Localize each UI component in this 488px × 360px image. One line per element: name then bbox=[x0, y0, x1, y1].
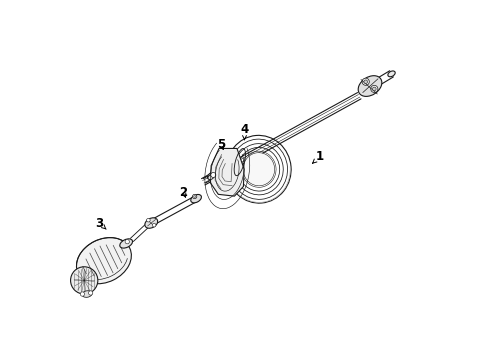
Circle shape bbox=[370, 85, 377, 93]
Circle shape bbox=[372, 87, 375, 91]
Ellipse shape bbox=[357, 76, 381, 96]
Ellipse shape bbox=[76, 238, 131, 284]
Ellipse shape bbox=[207, 175, 214, 180]
Ellipse shape bbox=[120, 239, 132, 248]
Text: 4: 4 bbox=[240, 123, 248, 140]
Circle shape bbox=[362, 78, 368, 85]
Circle shape bbox=[152, 224, 156, 227]
Ellipse shape bbox=[243, 153, 274, 186]
Polygon shape bbox=[210, 148, 244, 196]
Text: 5: 5 bbox=[217, 138, 225, 150]
Ellipse shape bbox=[387, 71, 394, 77]
Circle shape bbox=[125, 239, 129, 244]
Text: 3: 3 bbox=[95, 216, 106, 230]
Circle shape bbox=[80, 292, 84, 296]
Circle shape bbox=[146, 219, 150, 222]
Ellipse shape bbox=[207, 171, 219, 179]
Circle shape bbox=[210, 172, 215, 177]
Circle shape bbox=[363, 80, 367, 84]
Ellipse shape bbox=[82, 291, 92, 297]
Circle shape bbox=[193, 195, 195, 198]
Circle shape bbox=[88, 291, 93, 295]
Ellipse shape bbox=[190, 194, 201, 203]
Ellipse shape bbox=[144, 218, 157, 228]
Circle shape bbox=[70, 267, 98, 294]
Text: 2: 2 bbox=[179, 186, 187, 199]
Circle shape bbox=[192, 194, 196, 199]
Text: 1: 1 bbox=[312, 150, 323, 163]
